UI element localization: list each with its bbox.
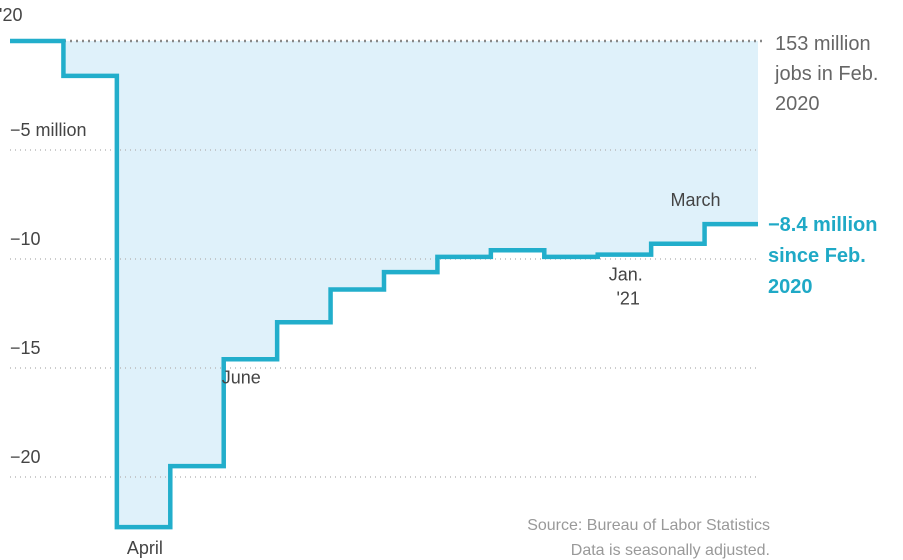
source: Source: Bureau of Labor Statistics [527, 517, 770, 534]
x-tick-label: Jan. '21 [609, 265, 643, 309]
baseline-note: 2020 [775, 93, 820, 115]
x-tick-label-line: Jan. [609, 265, 643, 285]
x-tick-label-line: '21 [611, 289, 639, 309]
x-tick-label: June [222, 367, 261, 387]
x-tick-label: April [127, 538, 163, 558]
end-note: since Feb. [768, 245, 866, 267]
x-tick-label: Feb. '20 [0, 5, 22, 25]
x-tick-label: March [671, 190, 721, 210]
step-line [10, 38, 758, 530]
y-tick-label: −20 [10, 447, 41, 467]
baseline-note: 153 million [775, 33, 871, 55]
end-note: 2020 [768, 276, 813, 298]
baseline-note: jobs in Feb. [774, 63, 878, 85]
end-note: −8.4 million [768, 214, 877, 236]
y-tick-label: −5 million [10, 120, 87, 140]
source: Data is seasonally adjusted. [571, 542, 770, 559]
y-tick-label: −10 [10, 229, 41, 249]
y-tick-label: −15 [10, 338, 41, 358]
